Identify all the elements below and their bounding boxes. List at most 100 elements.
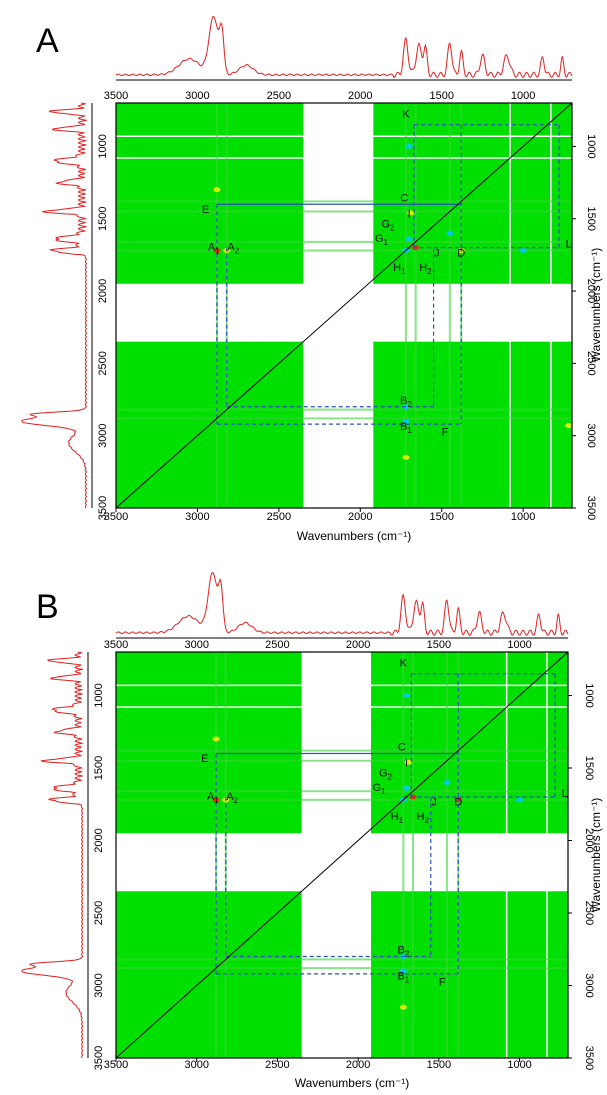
peak-label: A2: [227, 242, 239, 256]
cross-peak: [399, 968, 407, 974]
top-tick-label: 3500: [104, 639, 128, 651]
left-tick-label: 1000: [93, 683, 105, 707]
map-block: [116, 103, 304, 284]
peak-label-text: B: [400, 395, 407, 407]
peak-label-text: A: [226, 791, 234, 803]
bottom-tick-label: 1500: [429, 511, 453, 523]
panel-label: B: [36, 588, 59, 626]
cross-peak: [402, 454, 410, 460]
cross-peak: [405, 143, 413, 149]
peak-label: G2: [381, 218, 395, 232]
peak-label-text: F: [442, 427, 449, 439]
peak-label-text: D: [454, 797, 462, 809]
y-axis-label: Wavenumbers (cm⁻¹): [589, 798, 603, 913]
top-tick-label: 2000: [346, 639, 370, 651]
peak-label-text: J: [431, 797, 437, 809]
peak-label: H2: [419, 262, 432, 276]
left-tick-label: 1000: [97, 134, 109, 158]
right-tick-label: 2500: [585, 351, 597, 375]
peak-label-text: A: [208, 242, 216, 254]
cross-peak: [443, 780, 451, 785]
bottom-tick-label: 2000: [348, 511, 372, 523]
bottom-tick-label: 2000: [346, 1059, 370, 1071]
peak-label: K: [402, 108, 410, 120]
peak-label: G1: [375, 233, 389, 247]
peak-label: B2: [400, 395, 412, 409]
cross-peak: [403, 785, 411, 791]
top-tick-label: 3500: [104, 90, 128, 102]
peak-label: A1: [207, 791, 219, 805]
right-tick-label: 1500: [583, 756, 595, 780]
peak-label-text: G: [381, 218, 390, 230]
bottom-tick-label: 3500: [104, 1059, 128, 1071]
left-spectrum-line: [21, 651, 84, 1059]
y-axis-label: Wavenumbers (cm⁻¹): [589, 248, 603, 363]
left-tick-label: 1500: [97, 206, 109, 230]
top-tick-label: 1000: [511, 90, 535, 102]
peak-label-text: B: [397, 971, 404, 983]
bottom-tick-label: 3000: [185, 511, 209, 523]
cross-peak: [212, 797, 220, 803]
peak-label-subscript: 2: [390, 223, 395, 232]
peak-label: J: [431, 797, 437, 809]
left-tick-label: 2500: [97, 351, 109, 375]
peak-label: H1: [391, 811, 404, 825]
left-spectrum-line: [21, 102, 88, 509]
peak-label: E: [201, 753, 208, 765]
left-tick-label: 3000: [97, 423, 109, 447]
cross-peak: [519, 248, 527, 254]
plot-frame: [115, 651, 569, 1059]
peak-label-text: F: [439, 977, 446, 989]
x-axis-label: Wavenumbers (cm⁻¹): [297, 529, 412, 543]
peak-label-subscript: 1: [399, 816, 404, 825]
peak-label-text: G: [379, 768, 388, 780]
left-tick-label: 2500: [93, 901, 105, 925]
peak-label-text: A: [207, 791, 215, 803]
peak-label-text: H: [417, 811, 425, 823]
peak-label: C: [400, 192, 408, 204]
top-tick-label: 1500: [429, 90, 453, 102]
peak-label-text: L: [566, 239, 572, 251]
bottom-tick-label: 3500: [104, 511, 128, 523]
peak-label-subscript: 2: [235, 247, 240, 256]
peak-label-text: I: [405, 758, 408, 770]
peak-label-text: K: [400, 658, 408, 670]
cross-peak: [404, 759, 412, 765]
peak-label-text: B: [397, 945, 404, 957]
cross-peak: [403, 693, 411, 698]
peak-label: I: [405, 758, 408, 770]
right-tick-label: 3500: [585, 496, 597, 520]
right-tick-label: 1000: [585, 134, 597, 158]
top-tick-label: 2500: [267, 90, 291, 102]
peak-label: D: [454, 797, 462, 809]
cross-peak: [402, 404, 410, 410]
peak-label-subscript: 2: [388, 773, 393, 782]
peak-label-text: C: [398, 742, 406, 754]
peak-label-text: J: [434, 247, 440, 259]
bottom-tick-label: 1500: [427, 1059, 451, 1071]
peak-label: F: [439, 977, 446, 989]
top-spectrum-line: [115, 572, 569, 636]
peak-label-text: K: [402, 108, 410, 120]
peak-label-subscript: 2: [405, 950, 410, 959]
peak-label-subscript: 1: [215, 247, 220, 256]
cross-peak: [407, 210, 415, 216]
peak-label: B1: [397, 971, 409, 985]
plot-frame: [115, 102, 573, 509]
panel-label: A: [36, 22, 59, 60]
peak-label: I: [408, 208, 411, 220]
peak-label: L: [566, 239, 572, 251]
map-block: [116, 652, 302, 834]
peak-label-text: B: [400, 421, 407, 433]
peak-label-text: C: [400, 192, 408, 204]
right-tick-label: 1500: [585, 206, 597, 230]
top-tick-label: 2000: [348, 90, 372, 102]
top-tick-label: 1000: [507, 639, 531, 651]
peak-label-subscript: 1: [214, 796, 219, 805]
peak-label-text: I: [408, 208, 411, 220]
left-tick-label: 3000: [93, 973, 105, 997]
diagonal-line: [115, 651, 569, 1059]
right-tick-label: 3000: [585, 423, 597, 447]
